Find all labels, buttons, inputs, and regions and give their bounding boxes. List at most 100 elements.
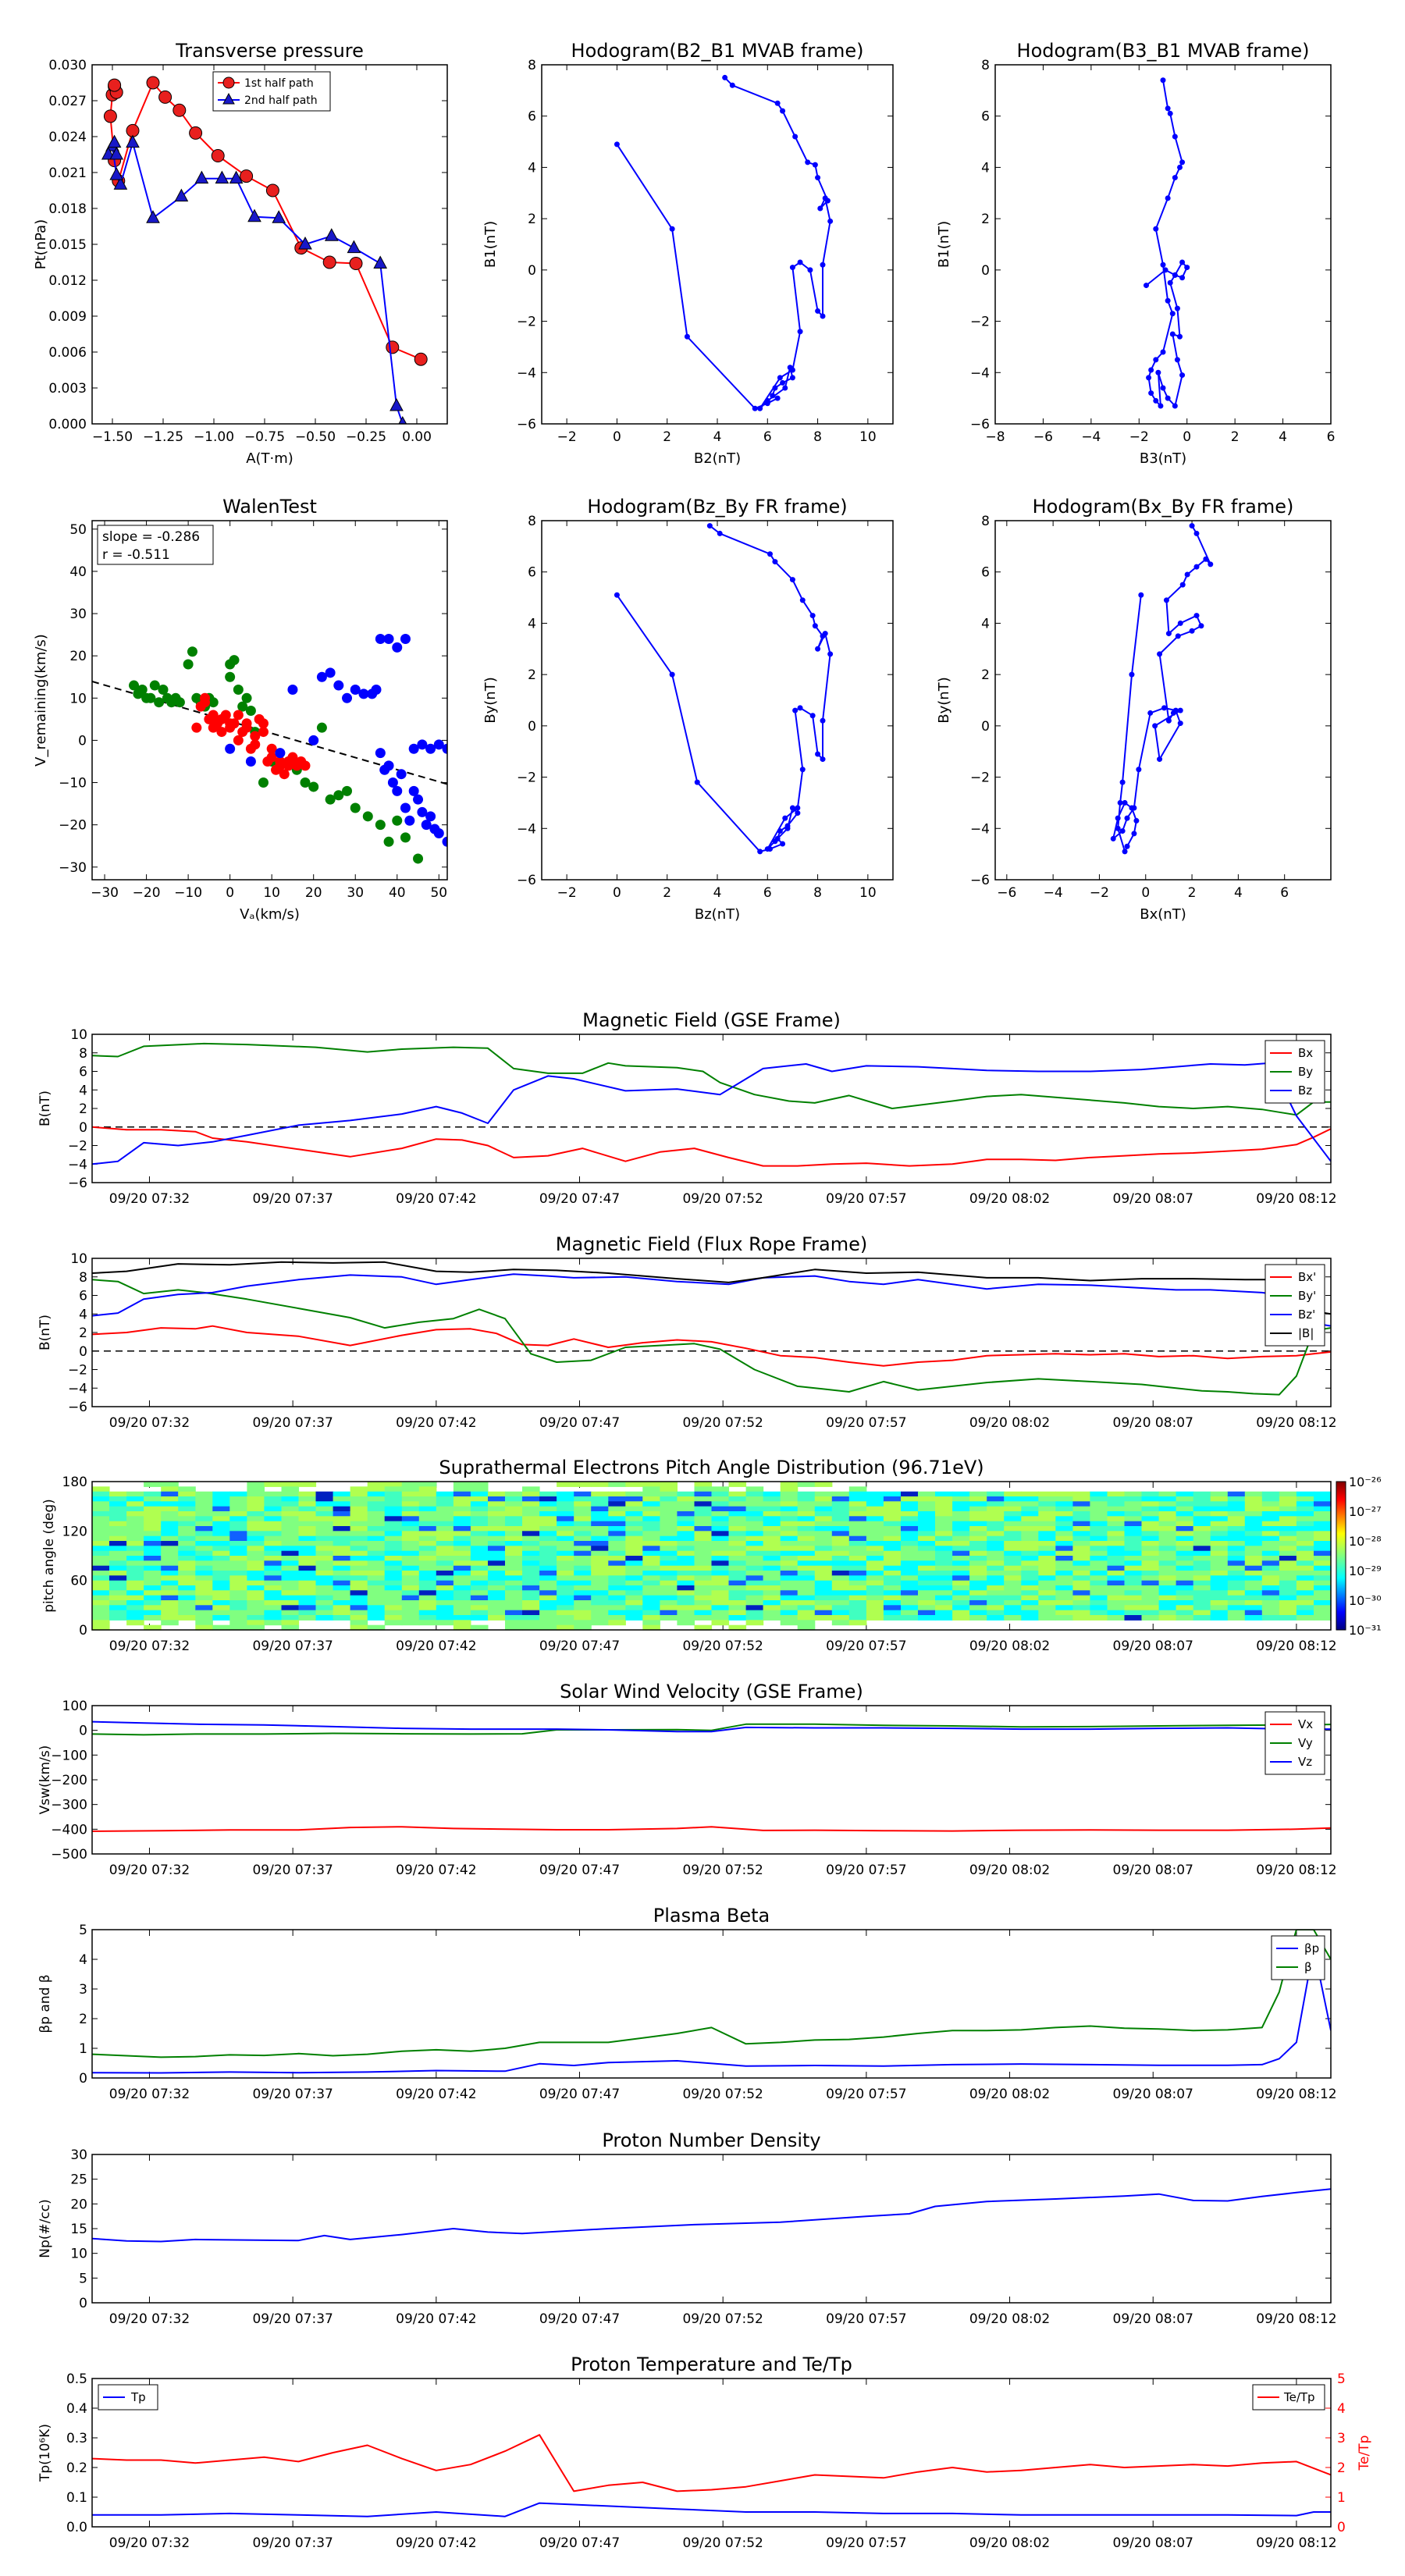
heatmap-cell: [350, 1575, 368, 1582]
heatmap-cell: [574, 1620, 592, 1626]
time-tick-label: 09/20 08:07: [1113, 1638, 1193, 1654]
heatmap-cell: [109, 1501, 127, 1507]
heatmap-cell: [264, 1511, 282, 1517]
y-tick-label: −4: [517, 365, 536, 381]
heatmap-cell: [1055, 1575, 1073, 1582]
heatmap-cell: [229, 1491, 247, 1497]
heatmap-cell: [1107, 1595, 1126, 1601]
heatmap-cell: [350, 1595, 368, 1601]
y-tick-label: −2: [517, 315, 536, 330]
heatmap-cell: [1314, 1571, 1332, 1576]
heatmap-cell: [384, 1600, 403, 1606]
heatmap-cell: [814, 1560, 833, 1567]
hodogram-point: [820, 633, 826, 639]
heatmap-cell: [367, 1491, 386, 1497]
scatter-point-green: [137, 684, 148, 695]
heatmap-cell: [333, 1565, 351, 1571]
y-tick-label: 0.003: [48, 381, 87, 397]
time-tick-label: 09/20 07:37: [252, 1863, 333, 1878]
heatmap-cell: [144, 1516, 162, 1522]
y-axis-label: βp and β: [37, 1974, 53, 2033]
heatmap-cell: [1055, 1506, 1073, 1512]
hodogram-point: [1177, 707, 1183, 713]
hodogram-point: [717, 530, 723, 536]
heatmap-cell: [1193, 1511, 1211, 1517]
heatmap-cell: [92, 1575, 110, 1582]
hodogram-point: [1179, 372, 1186, 379]
heatmap-cell: [315, 1546, 334, 1552]
heatmap-cell: [831, 1571, 850, 1576]
heatmap-cell: [453, 1624, 471, 1631]
heatmap-cell: [831, 1506, 850, 1512]
heatmap-cell: [952, 1580, 970, 1586]
heatmap-cell: [453, 1511, 471, 1517]
heatmap-cell: [109, 1615, 127, 1621]
heatmap-cell: [195, 1620, 213, 1626]
heatmap-cell: [436, 1496, 454, 1502]
heatmap-cell: [1124, 1526, 1143, 1532]
heatmap-cell: [780, 1605, 799, 1611]
heatmap-cell: [1038, 1531, 1056, 1537]
hodogram-point: [1179, 259, 1186, 265]
heatmap-cell: [195, 1531, 213, 1537]
heatmap-cell: [866, 1531, 884, 1537]
heatmap-cell: [195, 1565, 213, 1571]
heatmap-cell: [522, 1571, 540, 1576]
heatmap-cell: [1107, 1546, 1126, 1552]
heatmap-cell: [281, 1496, 300, 1502]
heatmap-cell: [625, 1556, 643, 1561]
heatmap-cell: [642, 1580, 660, 1586]
heatmap-cell: [866, 1541, 884, 1546]
time-tick-label: 09/20 07:47: [539, 1191, 620, 1207]
panel-h1: Hodogram(B2_B1 MVAB frame)−2 0 2 4 6 8 10−6−4−…: [482, 40, 894, 467]
heatmap-cell: [367, 1556, 386, 1561]
scatter-point-green: [183, 659, 194, 670]
heatmap-cell: [109, 1541, 127, 1546]
x-tick-label: 50: [430, 885, 447, 901]
heatmap-cell: [831, 1521, 850, 1527]
y-tick-label: −20: [59, 818, 87, 834]
heatmap-cell: [1279, 1496, 1297, 1502]
heatmap-cell: [1227, 1491, 1246, 1497]
heatmap-cell: [1210, 1521, 1229, 1527]
heatmap-cell: [780, 1580, 799, 1586]
heatmap-cell: [797, 1546, 816, 1552]
heatmap-cell: [298, 1526, 317, 1532]
heatmap-cell: [557, 1590, 574, 1596]
heatmap-cell: [453, 1526, 471, 1532]
heatmap-cell: [952, 1560, 970, 1567]
heatmap-cell: [195, 1585, 213, 1591]
heatmap-cell: [1314, 1560, 1332, 1567]
heatmap-cell: [694, 1511, 713, 1517]
hodogram-point: [614, 141, 620, 148]
heatmap-cell: [728, 1560, 747, 1567]
hodogram-point: [1172, 133, 1178, 140]
heatmap-cell: [1021, 1550, 1039, 1557]
heatmap-cell: [401, 1501, 420, 1507]
heatmap-cell: [952, 1506, 970, 1512]
heatmap-cell: [453, 1610, 471, 1616]
heatmap-cell: [418, 1550, 437, 1557]
heatmap-cell: [229, 1585, 247, 1591]
heatmap-cell: [883, 1535, 902, 1542]
heatmap-cell: [814, 1605, 833, 1611]
heatmap-cell: [144, 1610, 162, 1616]
heatmap-cell: [660, 1526, 678, 1532]
heatmap-cell: [1176, 1590, 1194, 1596]
heatmap-cell: [333, 1496, 351, 1502]
heatmap-cell: [247, 1610, 265, 1616]
heatmap-cell: [694, 1516, 713, 1522]
heatmap-cell: [1090, 1521, 1108, 1527]
heatmap-cell: [1193, 1605, 1211, 1611]
heatmap-cell: [109, 1516, 127, 1522]
heatmap-cell: [866, 1560, 884, 1567]
x-tick-label: 0: [1141, 885, 1150, 901]
heatmap-cell: [763, 1511, 781, 1517]
heatmap-cell: [1279, 1560, 1297, 1567]
heatmap-cell: [92, 1491, 110, 1497]
heatmap-cell: [763, 1585, 781, 1591]
heatmap-cell: [1244, 1541, 1263, 1546]
heatmap-cell: [144, 1600, 162, 1606]
legend-label: β: [1304, 1960, 1312, 1974]
heatmap-cell: [109, 1595, 127, 1601]
